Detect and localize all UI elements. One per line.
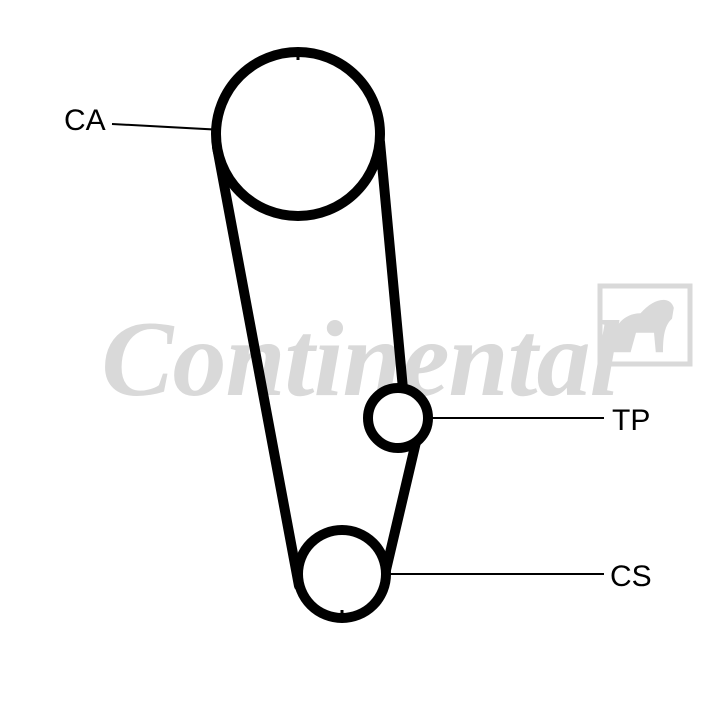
belt-right-upper [380,142,403,389]
pulley-cs [298,530,386,618]
watermark-horse-icon [600,286,690,364]
horse-silhouette-icon [613,300,674,352]
label-tp: TP [612,404,650,438]
pulley-tp [368,388,428,448]
belt-right-lower [386,442,416,570]
timing-belt-diagram [0,0,720,720]
label-cs: CS [610,560,652,594]
pulley-ca [216,52,380,216]
label-ca: CA [64,104,106,138]
